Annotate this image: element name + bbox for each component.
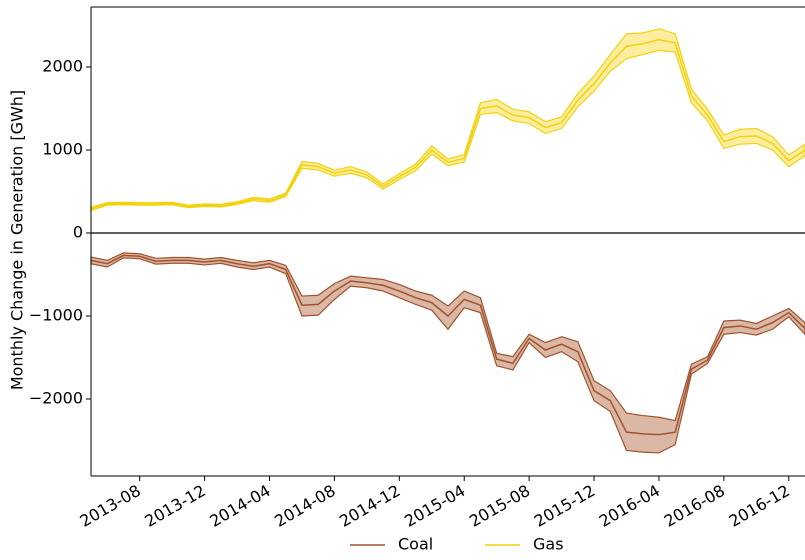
x-tick-label: 2016-12 [726,481,793,531]
confidence-band [90,28,805,212]
x-tick-label: 2015-08 [466,481,533,531]
legend-label: Gas [533,535,564,554]
y-tick-label: 1000 [42,139,83,158]
x-tick-label: 2013-12 [141,481,208,531]
x-tick-label: 2014-08 [271,481,338,531]
line [90,38,805,210]
x-tick-label: 2014-12 [336,481,403,531]
y-tick-label: −1000 [29,305,83,324]
confidence-band [90,252,805,454]
legend-label: Coal [398,535,433,554]
x-tick-label: 2016-04 [596,481,663,531]
y-tick-label: −2000 [29,388,83,407]
x-tick-label: 2015-12 [531,481,598,531]
y-tick-label: 0 [73,222,83,241]
x-tick-label: 2014-04 [206,481,273,531]
x-tick-label: 2013-08 [77,481,144,531]
x-tick-label: 2016-08 [661,481,728,531]
y-axis-label: Monthly Change in Generation [GWh] [8,90,27,390]
x-tick-label: 2015-04 [401,481,468,531]
line [90,254,805,436]
y-tick-label: 2000 [42,57,83,76]
